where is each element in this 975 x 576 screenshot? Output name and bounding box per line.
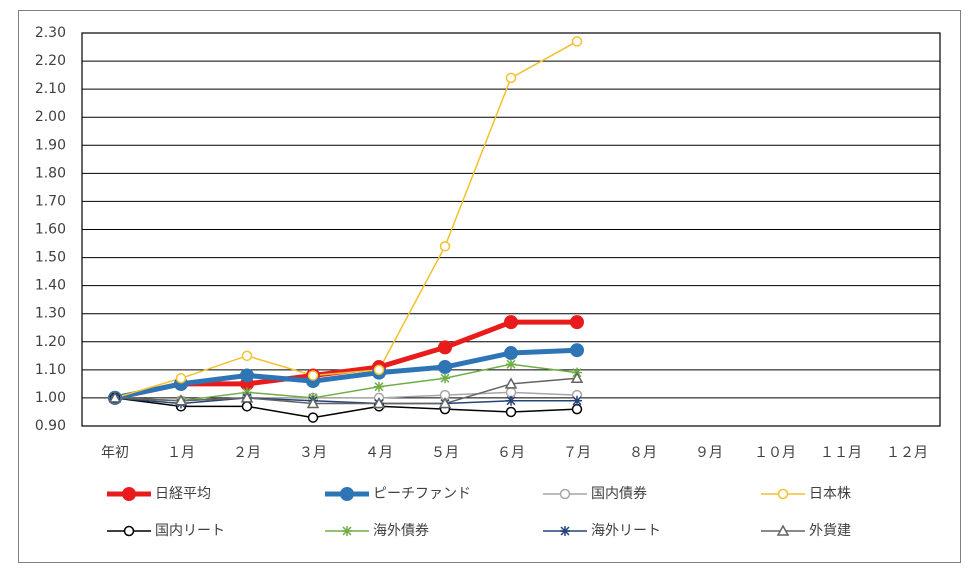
legend-label: 海外債券 (373, 523, 429, 539)
legend-marker (123, 525, 135, 537)
data-point (570, 343, 584, 358)
data-point (374, 381, 384, 392)
y-tick-label: 1.40 (35, 278, 66, 294)
x-tick-label: １２月 (886, 445, 928, 461)
series-line (114, 40, 578, 399)
y-tick-label: 1.60 (35, 222, 66, 238)
y-tick-label: 1.00 (35, 390, 66, 406)
data-point (241, 401, 253, 412)
legend-label: 海外リート (591, 523, 661, 539)
x-tick-label: １０月 (754, 445, 796, 461)
series-line (114, 397, 578, 419)
legend-label: 日本株 (809, 486, 851, 502)
plot-border (81, 32, 941, 427)
series-line (114, 377, 578, 405)
data-point (175, 373, 187, 384)
y-tick-label: 0.90 (35, 418, 66, 434)
x-tick-label: ９月 (695, 445, 723, 461)
data-point (306, 396, 320, 409)
data-point (438, 396, 452, 409)
data-point (174, 394, 188, 406)
legend-marker (776, 524, 790, 536)
data-point (571, 36, 583, 47)
series-line (114, 347, 578, 401)
y-tick-label: 2.10 (35, 81, 66, 97)
data-point (570, 315, 584, 330)
data-point (505, 72, 517, 84)
y-tick-label: 2.00 (35, 109, 66, 125)
legend-label: 外貨建 (809, 522, 851, 539)
y-tick-label: 2.20 (35, 53, 66, 69)
series-line (114, 363, 578, 402)
data-point (372, 396, 386, 409)
data-point (307, 412, 319, 423)
legend-label: 国内債券 (591, 486, 647, 502)
data-point (438, 360, 452, 375)
data-point (504, 346, 518, 361)
x-tick-label: ２月 (233, 445, 261, 461)
x-tick-label: ４月 (365, 445, 393, 461)
y-tick-label: 1.50 (35, 250, 66, 266)
data-point (504, 315, 518, 330)
legend-label: ピーチファンド (373, 486, 471, 502)
data-point (504, 377, 518, 389)
y-tick-label: 1.10 (35, 362, 66, 378)
data-point (440, 373, 450, 384)
x-tick-label: １１月 (820, 445, 862, 461)
x-tick-label: １月 (167, 445, 195, 461)
x-tick-label: ６月 (497, 445, 525, 461)
x-tick-label: ７月 (563, 445, 591, 461)
legend-marker (122, 487, 136, 501)
y-tick-label: 1.90 (35, 137, 66, 153)
data-point (108, 391, 122, 403)
series-line (114, 397, 577, 405)
legend-marker (777, 488, 789, 500)
chart-frame (18, 10, 961, 563)
y-tick-label: 2.30 (35, 25, 66, 41)
y-tick-label: 1.70 (35, 193, 66, 209)
legend-marker (559, 488, 571, 500)
data-point (572, 395, 582, 406)
y-tick-label: 1.80 (35, 165, 66, 181)
data-point (505, 387, 517, 398)
x-tick-label: ５月 (431, 445, 459, 461)
data-point (373, 364, 385, 376)
data-point (571, 403, 583, 415)
x-tick-label: ３月 (299, 445, 327, 461)
data-point (439, 241, 451, 252)
data-point (307, 370, 319, 381)
data-point (240, 391, 254, 403)
x-tick-label: 年初 (101, 444, 129, 461)
data-point (570, 371, 584, 384)
y-tick-label: 1.30 (35, 306, 66, 322)
data-point (505, 406, 517, 418)
data-point (240, 368, 254, 383)
data-point (506, 395, 516, 406)
data-point (506, 359, 516, 370)
legend-marker (340, 487, 354, 501)
legend-label: 日経平均 (155, 486, 211, 502)
data-point (438, 340, 452, 355)
legend-marker (342, 526, 352, 536)
legend-label: 国内リート (155, 523, 225, 539)
data-point (241, 350, 253, 362)
x-tick-label: ８月 (629, 445, 657, 461)
y-tick-label: 1.20 (35, 334, 66, 350)
legend-marker (560, 526, 570, 536)
